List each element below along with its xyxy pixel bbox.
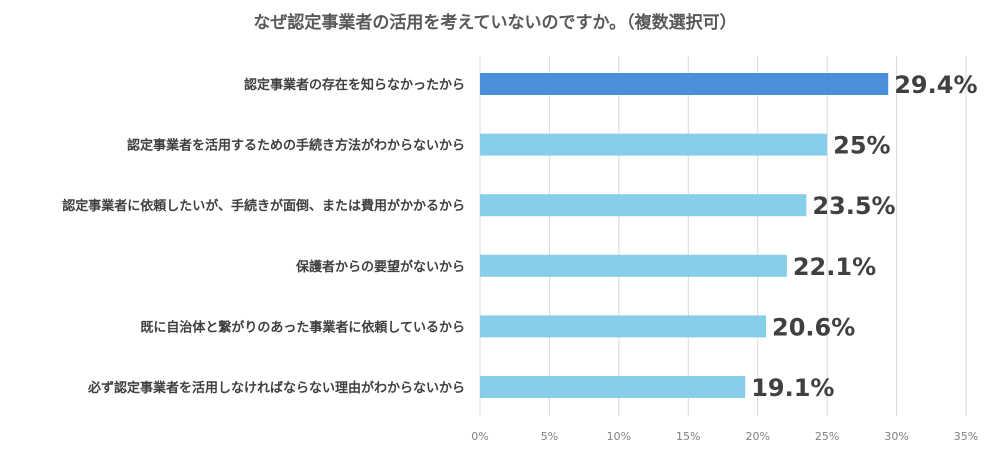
data-label: 22.1% <box>793 253 876 281</box>
x-tick-label: 10% <box>607 430 631 443</box>
data-label: 23.5% <box>812 192 895 220</box>
x-tick-label: 0% <box>471 430 488 443</box>
bar <box>480 376 746 398</box>
category-label: 認定事業者の存在を知らなかったから <box>244 77 465 93</box>
category-label: 保護者からの要望がないから <box>295 259 465 275</box>
x-axis-ticks: 0% 5% 10% 15% 20% 25% 30% 35% <box>471 430 978 443</box>
grid-lines <box>479 56 967 416</box>
x-tick-label: 35% <box>954 430 978 443</box>
category-label: 認定事業者を活用するための手続き方法がわからないから <box>127 138 465 154</box>
category-label: 認定事業者に依頼したいが、手続きが面倒、または費用がかかるから <box>62 198 465 214</box>
category-label: 必ず認定事業者を活用しなければならない理由がわからないから <box>87 380 465 396</box>
bar <box>480 194 807 217</box>
data-label: 19.1% <box>751 374 834 402</box>
data-label: 29.4% <box>894 71 977 99</box>
x-tick-label: 25% <box>815 430 839 443</box>
category-label: 既に自治体と繋がりのあった事業者に依頼しているから <box>140 319 465 335</box>
chart-title: なぜ認定事業者の活用を考えていないのですか。（複数選択可） <box>253 12 736 33</box>
bar <box>480 133 828 156</box>
data-label: 25% <box>833 132 890 160</box>
bar <box>480 315 767 338</box>
x-tick-label: 15% <box>676 430 700 443</box>
x-tick-label: 30% <box>884 430 908 443</box>
bar <box>480 73 889 95</box>
x-tick-label: 5% <box>541 430 558 443</box>
bar <box>480 254 787 277</box>
data-label: 20.6% <box>772 313 855 341</box>
bars: 認定事業者の存在を知らなかったから 29.4% 認定事業者を活用するための手続き方法… <box>62 71 977 402</box>
x-tick-label: 20% <box>745 430 769 443</box>
